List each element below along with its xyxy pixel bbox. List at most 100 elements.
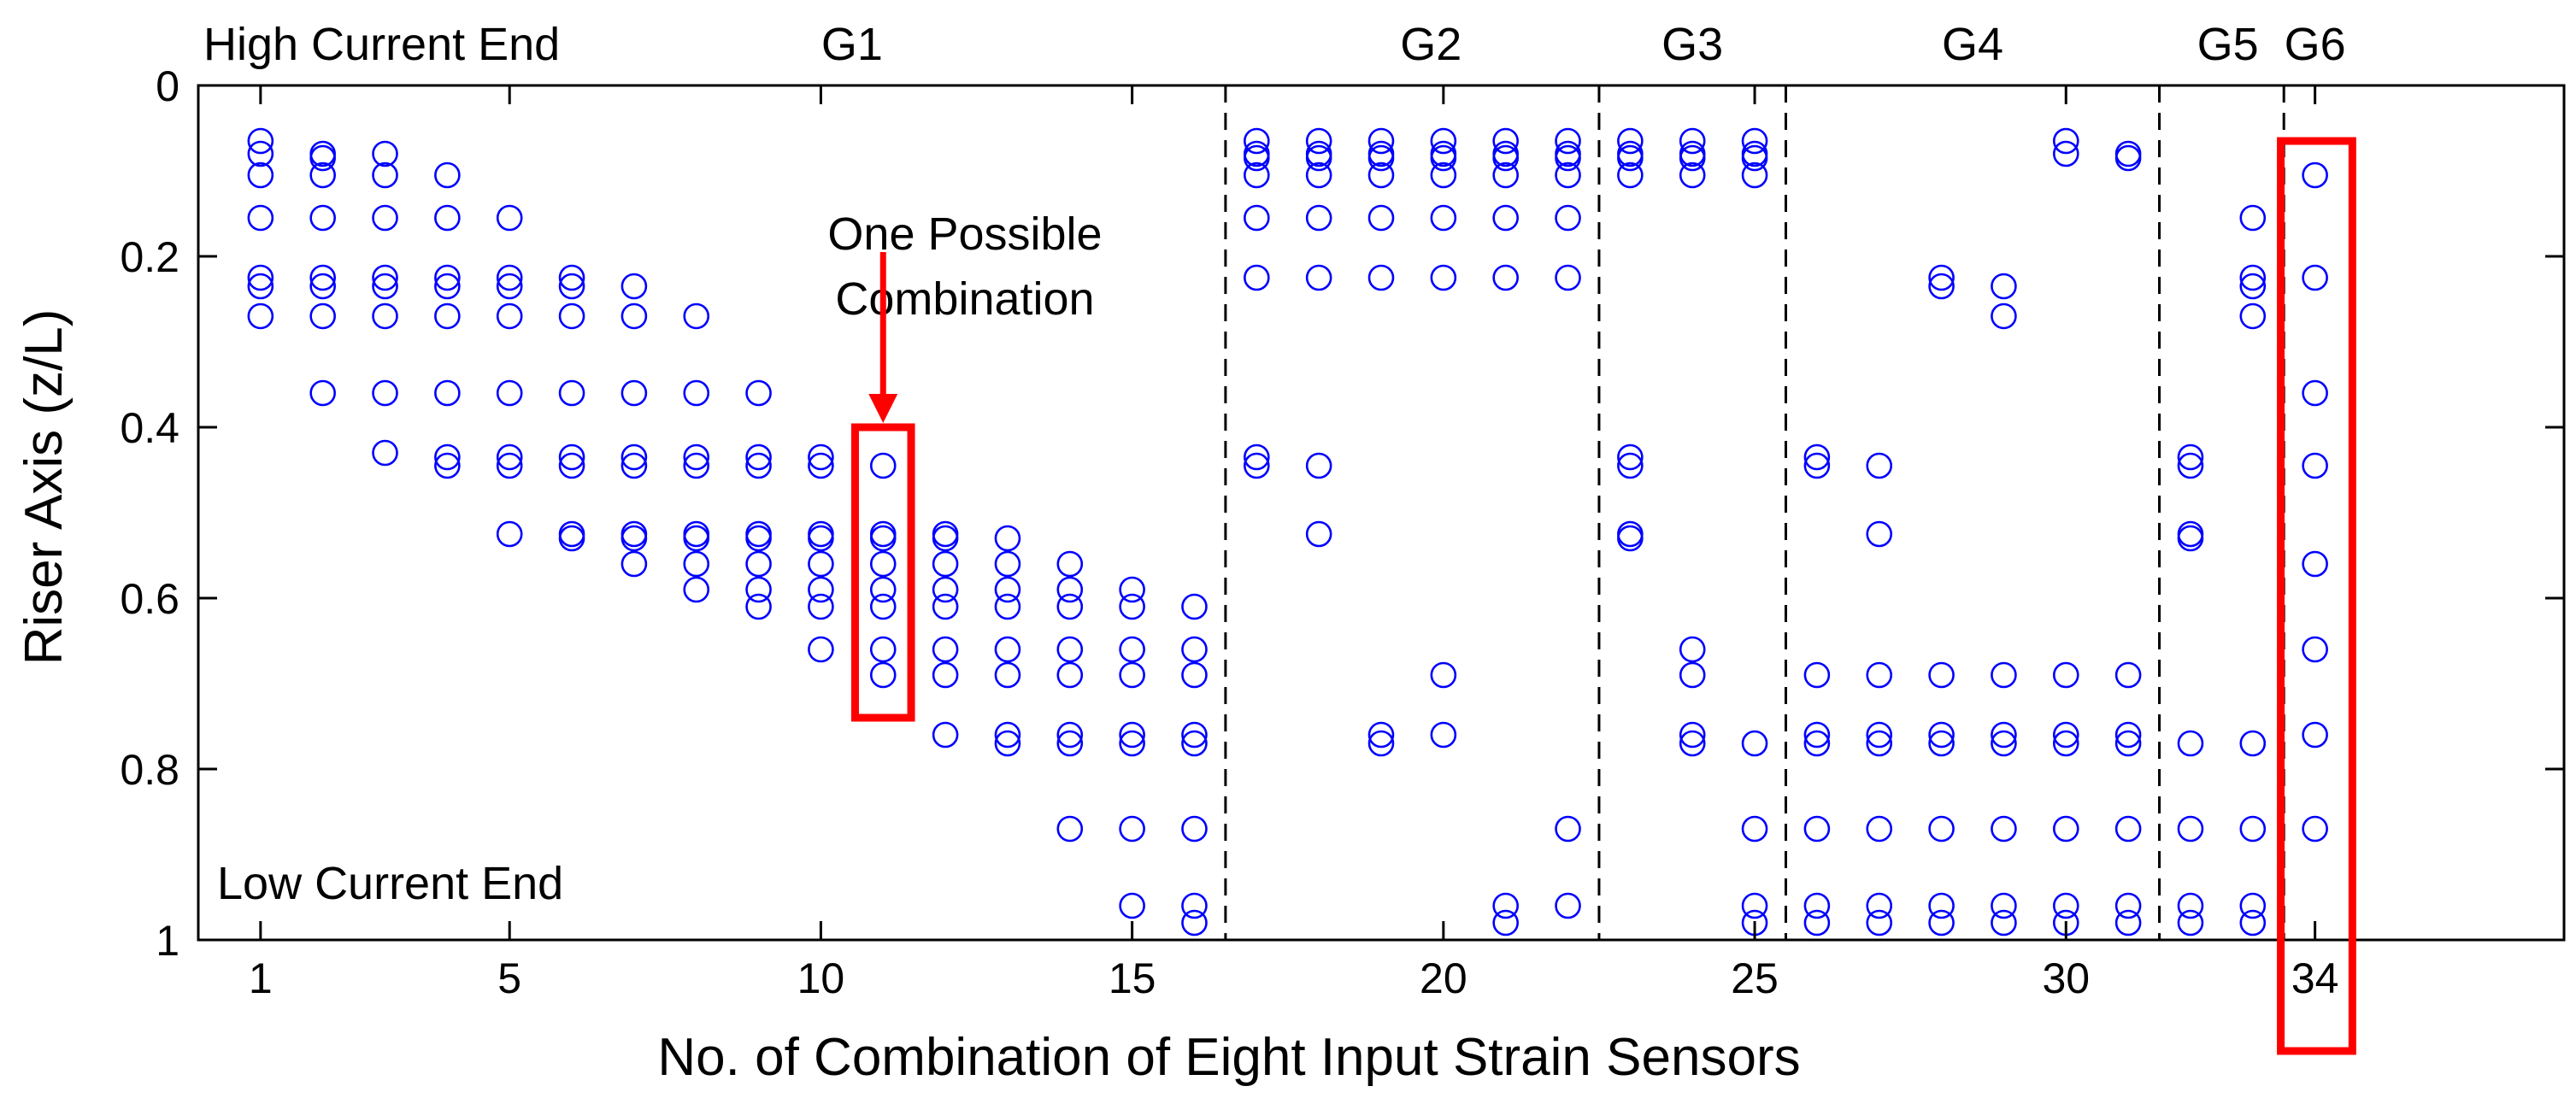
data-point [1991,909,2017,937]
data-point [1555,127,1581,155]
data-point [869,576,897,603]
data-point [1928,730,1955,757]
data-point [869,550,897,578]
data-point [1367,204,1395,232]
x-tick-label: 20 [1420,954,1467,1002]
data-point [1056,661,1084,689]
annotation-arrow [868,252,898,423]
highlight-box [850,423,915,722]
data-point [247,161,274,189]
data-point [994,550,1021,578]
data-point [1181,730,1208,757]
y-axis-title: Riser Axis (z/L) [15,309,74,666]
data-point [745,379,772,407]
data-point [994,730,1021,757]
data-point [434,452,461,479]
data-point [1617,144,1644,172]
data-point [1991,815,2017,843]
data-point [1679,127,1706,155]
data-point [1991,730,2017,757]
data-point [808,452,834,479]
x-tick-label: 10 [797,954,845,1002]
data-point [1928,815,1955,843]
data-point [1181,661,1208,689]
data-point [1991,273,2017,300]
data-point [1991,302,2017,330]
data-point [1430,127,1457,155]
data-point [932,721,959,749]
data-point [745,443,772,471]
data-point [1803,452,1831,479]
data-point [683,379,710,407]
data-point [994,661,1021,689]
data-point [2114,892,2142,919]
data-point [1928,892,1955,919]
group-labels: G1 G2 G3 G4 G5 G6 [821,19,2346,70]
y-tick-label: 0.2 [120,233,179,281]
data-point [1555,204,1581,232]
data-point [247,273,274,300]
data-point [683,525,710,552]
data-point [1305,144,1332,172]
data-point [2114,909,2142,937]
data-point [1119,721,1145,749]
data-point [2114,815,2142,843]
x-tick-label: 34 [2291,954,2339,1002]
data-point [808,636,834,663]
data-point [2177,892,2204,919]
data-point [496,273,523,300]
data-point [1741,144,1768,172]
y-tick-label: 0.6 [120,575,179,623]
data-point [1741,815,1768,843]
data-point [932,636,959,663]
x-tick-label: 1 [249,954,273,1002]
data-point [434,204,461,232]
data-point [1181,892,1208,919]
y-tick-label: 1 [156,917,179,965]
data-point [683,550,710,578]
data-point [2302,161,2328,189]
data-point [994,576,1021,603]
data-point [372,439,398,467]
data-point [808,593,834,620]
data-point [1244,144,1270,172]
data-point [372,302,398,330]
data-point [2114,730,2142,757]
data-point [1181,636,1208,663]
data-point [1991,721,2017,749]
data-point [434,264,461,291]
data-point [1056,636,1084,663]
data-point [558,273,585,300]
data-point [620,443,648,471]
data-point [808,576,834,603]
data-point [1492,127,1519,155]
arrow-head [868,394,898,423]
data-point [496,443,523,471]
data-point [683,302,710,330]
group-label: G4 [1942,19,2003,70]
data-point [1244,264,1270,291]
data-point [1928,273,1955,300]
data-point [1617,525,1644,552]
data-point [496,302,523,330]
data-point [1056,721,1084,749]
data-point [1679,730,1706,757]
data-point [1119,636,1145,663]
x-axis-title: No. of Combination of Eight Input Strain… [657,1028,1800,1087]
data-point [1492,909,1519,937]
data-point [1741,161,1768,189]
data-point [2052,661,2079,689]
data-point [932,550,959,578]
data-point [1617,452,1644,479]
data-point [1492,161,1519,189]
data-point [1803,721,1831,749]
data-point [1555,144,1581,172]
y-tick-label: 0 [156,62,179,110]
data-point [1430,161,1457,189]
plot-area-frame [197,84,2566,942]
data-point [558,452,585,479]
data-point [683,452,710,479]
axis-ticks [198,84,2564,942]
data-point [558,525,585,552]
